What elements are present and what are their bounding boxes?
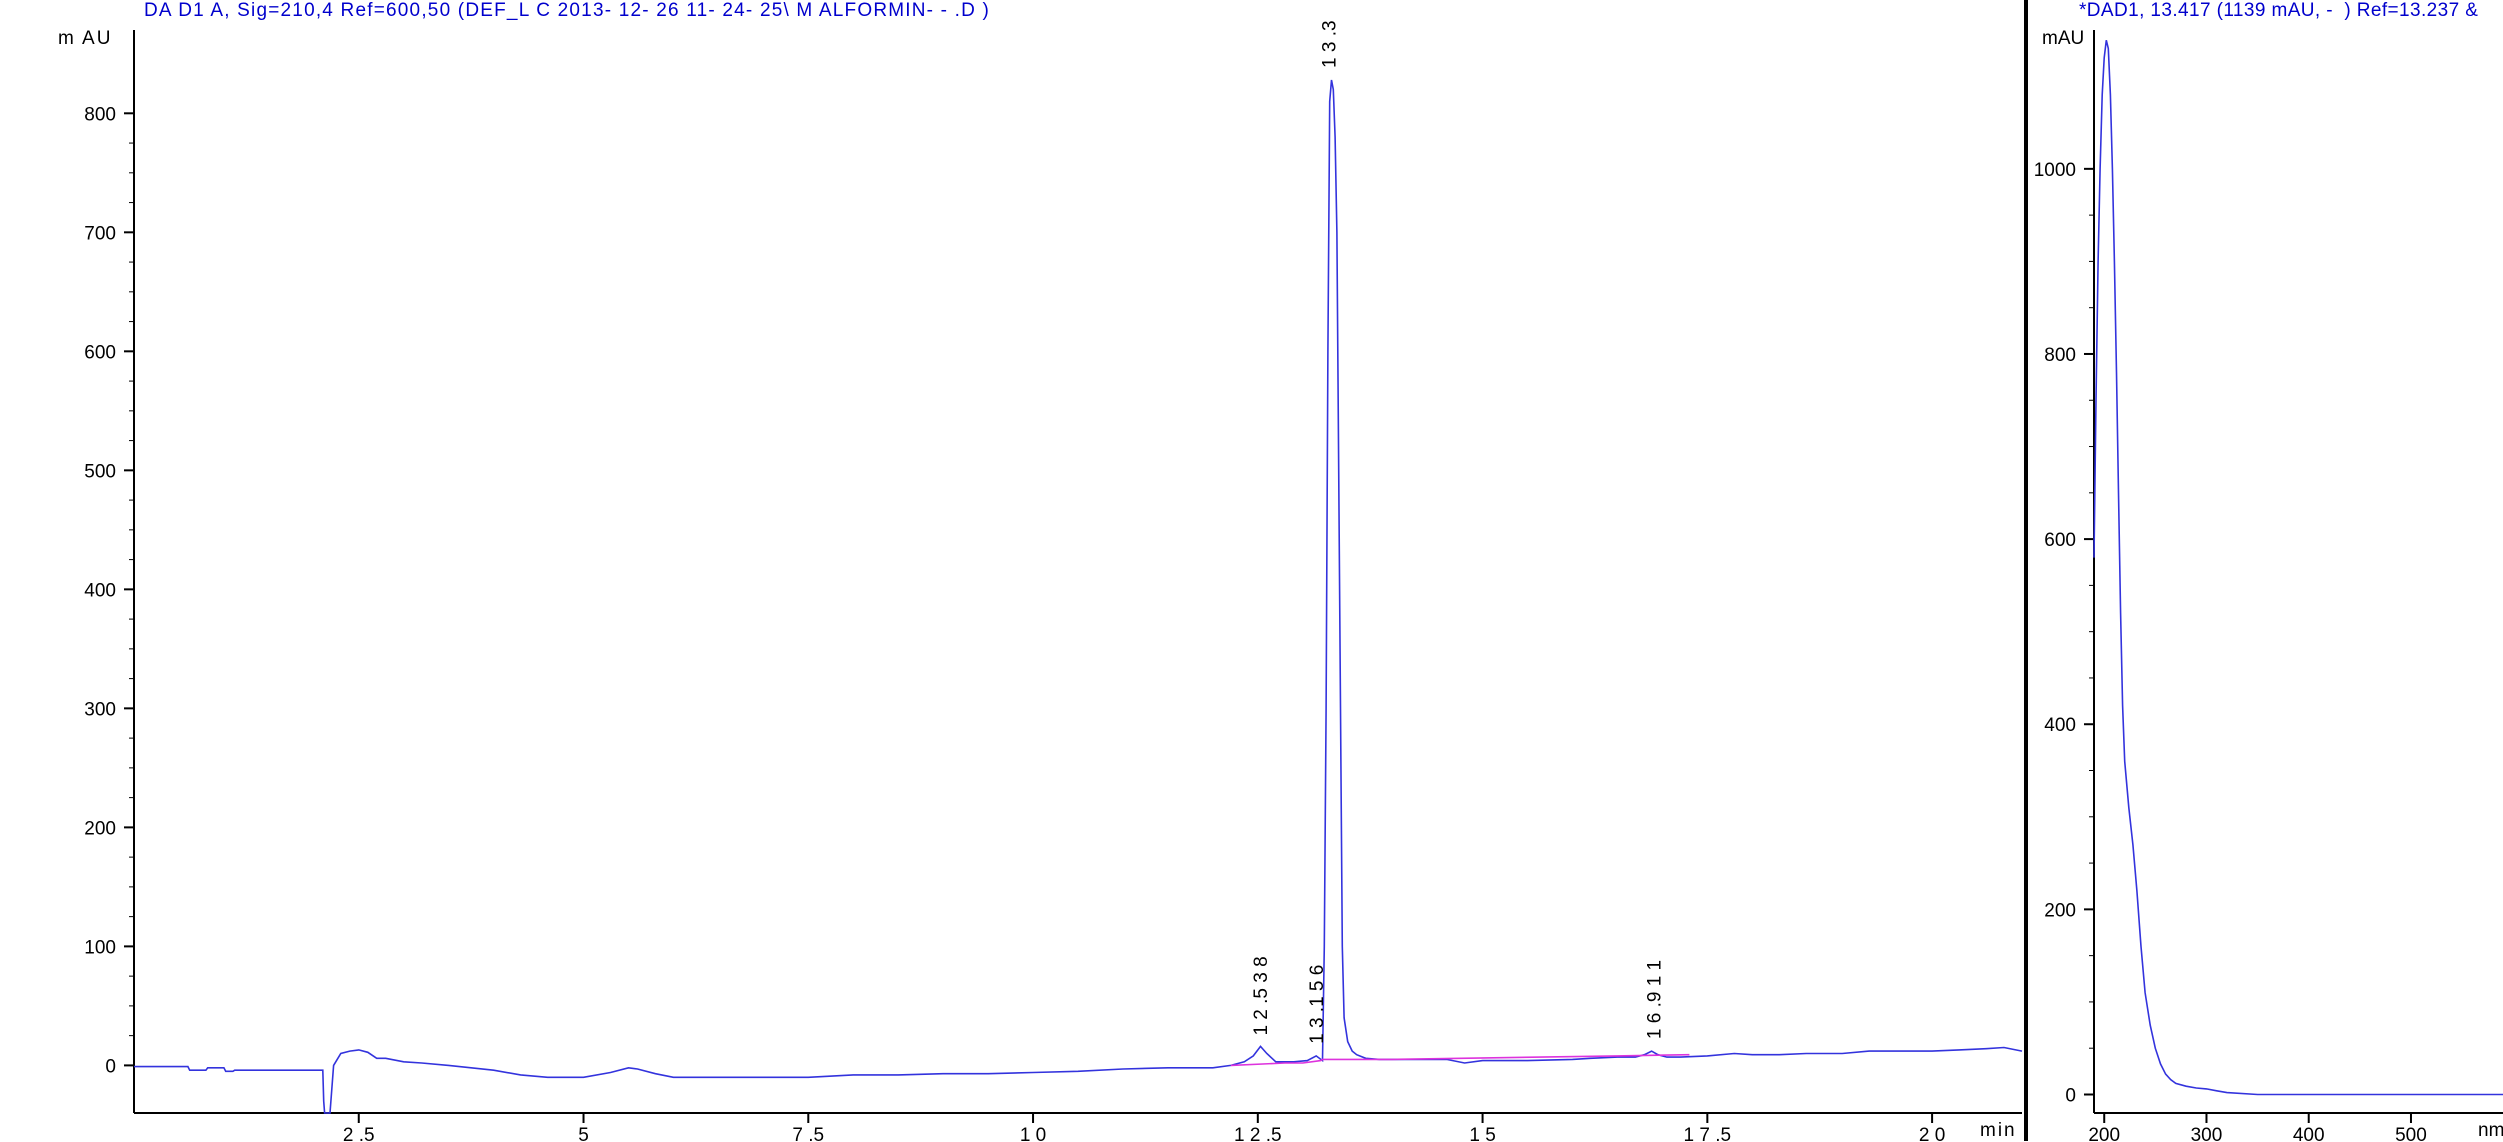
chromatogram-x-tick-label: 2 0 bbox=[1919, 1125, 1945, 1141]
chromatogram-baseline-line bbox=[1230, 1053, 1690, 1067]
chromatogram-x-tick-label: 1 0 bbox=[1020, 1125, 1046, 1141]
spectrum-y-tick-label: 400 bbox=[2044, 715, 2076, 736]
chromatogram-panel bbox=[0, 0, 2026, 1141]
chromatogram-y-tick-label: 400 bbox=[84, 580, 116, 601]
chromatogram-x-tick-label: 1 5 bbox=[1469, 1125, 1495, 1141]
spectrum-panel bbox=[2026, 0, 2503, 1141]
spectrum-x-tick-label: 400 bbox=[2293, 1125, 2325, 1141]
chromatogram-x-tick-label: 1 2 .5 bbox=[1234, 1125, 1282, 1141]
spectrum-x-axis-label: nm bbox=[2478, 1120, 2503, 1141]
spectrum-x-tick-label: 300 bbox=[2191, 1125, 2223, 1141]
chromatogram-x-axis-label: min bbox=[1980, 1120, 2017, 1141]
chromatogram-y-tick-label: 100 bbox=[84, 937, 116, 958]
chromatogram-x-tick-label: 1 7 .5 bbox=[1684, 1125, 1732, 1141]
spectrum-y-axis-label: mAU bbox=[2042, 28, 2085, 49]
spectrum-title: *DAD1, 13.417 (1139 mAU, - ) Ref=13.237 … bbox=[2079, 0, 2479, 21]
chromatogram-title: DA D1 A, Sig=210,4 Ref=600,50 (DEF_L C 2… bbox=[144, 0, 991, 21]
spectrum-y-tick-label: 200 bbox=[2044, 900, 2076, 921]
chromatogram-y-tick-label: 500 bbox=[84, 461, 116, 482]
peak-label: 1 2 .5 3 8 bbox=[1251, 956, 1272, 1035]
spectrum-y-tick-label: 800 bbox=[2044, 345, 2076, 366]
spectrum-y-tick-label: 1000 bbox=[2034, 160, 2076, 181]
peak-label: 1 6 .9 1 1 bbox=[1644, 960, 1665, 1039]
spectrum-y-tick-label: 600 bbox=[2044, 530, 2076, 551]
chromatogram-y-tick-label: 600 bbox=[84, 342, 116, 363]
spectrum-x-tick-label: 200 bbox=[2088, 1125, 2120, 1141]
chromatogram-series-line bbox=[134, 79, 2023, 1114]
chromatogram-y-axis-label: m AU bbox=[58, 28, 113, 49]
chromatogram-x-tick-label: 5 bbox=[578, 1125, 589, 1141]
spectrum-x-tick-label: 500 bbox=[2395, 1125, 2427, 1141]
chromatogram-x-tick-label: 7 .5 bbox=[792, 1125, 824, 1141]
chromatogram-x-tick-label: 2 .5 bbox=[343, 1125, 375, 1141]
chromatogram-y-tick-label: 800 bbox=[84, 104, 116, 125]
peak-label: 1 3 .1 5 6 bbox=[1307, 965, 1328, 1044]
chromatogram-y-tick-label: 300 bbox=[84, 699, 116, 720]
chromatogram-y-tick-label: 0 bbox=[105, 1056, 116, 1077]
chromatogram-y-tick-label: 700 bbox=[84, 223, 116, 244]
panel-divider bbox=[2024, 0, 2028, 1141]
peak-label: 1 3 .3 bbox=[1320, 20, 1341, 68]
spectrum-y-tick-label: 0 bbox=[2065, 1085, 2076, 1106]
chromatogram-y-tick-label: 200 bbox=[84, 818, 116, 839]
spectrum-series-line bbox=[2093, 40, 2503, 1096]
